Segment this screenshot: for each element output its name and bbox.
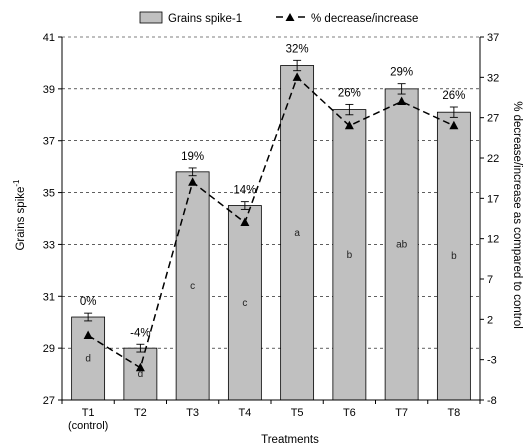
x-tick-label-T4: T4 (238, 407, 251, 419)
percent-line (87, 76, 455, 369)
y2-tick-label-7: 27 (487, 113, 499, 125)
y2-tick-label-8: 32 (487, 72, 499, 84)
y-tick-label-3: 33 (43, 239, 55, 251)
point-marker-T8 (449, 120, 459, 130)
legend-bar-swatch (139, 11, 163, 24)
tick-labels: 2729313335373941-8-327121722273237T1(con… (43, 32, 500, 432)
data-label-T8: 26% (442, 90, 465, 102)
y-axis-title: Grains spike-1 (12, 179, 27, 251)
axes (58, 36, 484, 404)
y-tick-label-4: 35 (43, 188, 55, 200)
x-tick-label-T7: T7 (395, 407, 408, 419)
y2-tick-label-6: 22 (487, 153, 499, 165)
x-tick-label-T6: T6 (343, 407, 356, 419)
legend-bar-label: Grains spike-1 (168, 13, 242, 25)
point-marker-T2 (135, 362, 145, 372)
point-marker-T7 (397, 96, 407, 106)
significance-letter-T6: b (347, 250, 353, 261)
x-tick-sublabel-T1: (control) (68, 420, 108, 432)
y-tick-label-6: 39 (43, 84, 55, 96)
data-label-T5: 32% (286, 43, 309, 55)
point-marker-T6 (344, 120, 354, 130)
point-marker-T5 (292, 72, 302, 81)
y2-tick-label-9: 37 (487, 32, 499, 44)
legend: Grains spike-1 % decrease/increase (139, 11, 418, 25)
y2-tick-label-2: 2 (487, 314, 493, 326)
bar-T3 (175, 171, 210, 401)
y-tick-label-0: 27 (43, 395, 55, 407)
y2-tick-label-4: 12 (487, 234, 499, 246)
point-marker-T3 (188, 177, 198, 186)
significance-letter-T5: a (294, 228, 300, 239)
legend-line-marker (285, 13, 295, 21)
point-marker-T1 (83, 330, 93, 339)
point-marker-T4 (240, 217, 250, 227)
data-label-T1: 0% (80, 296, 97, 308)
x-tick-label-T3: T3 (186, 407, 199, 419)
y2-tick-label-3: 7 (487, 274, 493, 286)
significance-letter-T4: c (242, 298, 247, 309)
significance-letter-T3: c (190, 281, 195, 292)
legend-line-label: % decrease/increase (311, 13, 418, 25)
bar-T4 (227, 205, 262, 401)
significance-letter-T7: ab (396, 239, 408, 250)
line-series: 0% -4% 19% 14% 32% 26% 29% 26% (80, 43, 465, 372)
significance-letter-T2: d (138, 369, 144, 380)
bar-T5 (280, 65, 315, 401)
data-label-T6: 26% (338, 87, 361, 99)
data-label-T4: 14% (233, 185, 256, 197)
bar-T7 (384, 88, 419, 401)
data-label-T7: 29% (390, 67, 413, 79)
y-tick-label-7: 41 (43, 32, 55, 44)
x-axis-title: Treatments (261, 434, 319, 445)
significance-letter-T1: d (85, 354, 91, 365)
x-tick-label-T1: T1 (82, 407, 95, 419)
bar-T2 (123, 347, 158, 401)
significance-letter-T8: b (451, 251, 457, 262)
y2-axis-title: % decrease/increase as compared to contr… (511, 101, 523, 329)
data-label-T3: 19% (181, 151, 204, 163)
x-tick-label-T5: T5 (291, 407, 304, 419)
y-axis-title-main: Grains spike (15, 187, 27, 251)
data-label-T2: -4% (130, 327, 150, 339)
y2-tick-label-1: -3 (487, 355, 497, 367)
y2-tick-label-0: -8 (487, 395, 497, 407)
x-tick-label-T2: T2 (134, 407, 147, 419)
y-tick-label-2: 31 (43, 291, 55, 303)
y-tick-label-1: 29 (43, 343, 55, 355)
y-axis-title-sup: -1 (12, 179, 21, 187)
y-tick-label-5: 37 (43, 136, 55, 148)
x-tick-label-T8: T8 (447, 407, 460, 419)
y2-tick-label-5: 17 (487, 193, 499, 205)
